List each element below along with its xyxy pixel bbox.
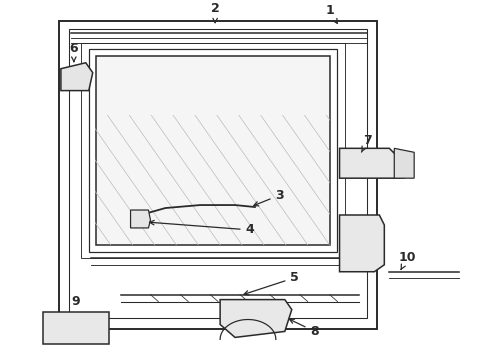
Text: 2: 2 xyxy=(211,3,220,23)
Text: 1: 1 xyxy=(325,4,337,23)
Polygon shape xyxy=(340,215,384,272)
Text: 8: 8 xyxy=(290,319,319,338)
Text: 10: 10 xyxy=(398,251,416,270)
Polygon shape xyxy=(43,311,109,345)
Text: 5: 5 xyxy=(244,271,299,295)
Polygon shape xyxy=(96,56,330,245)
Text: 6: 6 xyxy=(70,42,78,62)
Polygon shape xyxy=(61,63,93,91)
Text: 7: 7 xyxy=(362,134,372,152)
Polygon shape xyxy=(340,148,399,178)
Text: 3: 3 xyxy=(254,189,284,206)
Polygon shape xyxy=(394,148,414,178)
Text: 4: 4 xyxy=(149,220,254,237)
Polygon shape xyxy=(220,300,292,337)
Polygon shape xyxy=(130,210,150,228)
Text: 9: 9 xyxy=(72,295,80,308)
